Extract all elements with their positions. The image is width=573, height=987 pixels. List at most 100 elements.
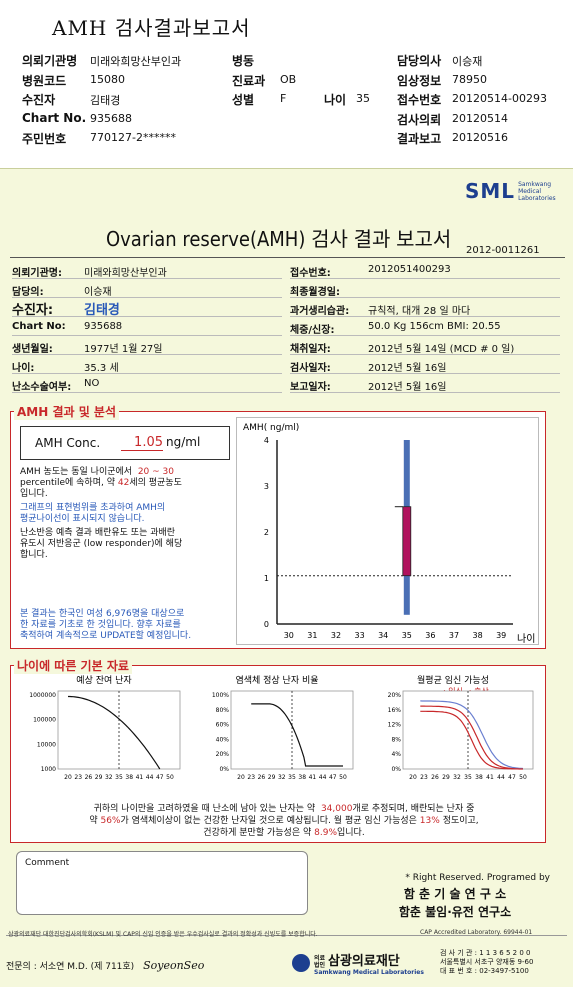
amh-conc-value: 1.05	[121, 435, 163, 451]
rights-block: * Right Reserved. Programed by 함 춘 기 술 연…	[360, 873, 550, 920]
s1b: 개로 추정되며, 배란되는 난자 중	[352, 804, 475, 814]
p3a: 난소반응 예측 결과 배란유도 또는 과배란	[20, 528, 176, 538]
mini-curve	[420, 710, 523, 770]
basic-section-title: 나이에 따른 기본 자료	[14, 657, 132, 674]
mini-y-tick: 0%	[391, 766, 401, 773]
amh-chart-box: AMH( ng/ml) 0 1 2 3 4 30 31 32 33 34 35 36 37 38 39 나이	[236, 417, 539, 645]
doctor-signature: SoyeonSeo	[143, 959, 205, 972]
mini-x-tick: 23	[247, 774, 255, 781]
mini-x-tick: 32	[105, 774, 113, 781]
header-value: 78950	[452, 72, 487, 86]
field-label: 체중/신장:	[290, 325, 335, 336]
rights-line3: 함춘 불임·유전 연구소	[398, 905, 512, 919]
header-value: 935688	[90, 111, 132, 125]
mini-plot-area	[57, 690, 181, 770]
amh-conc-label: AMH Conc.	[35, 436, 101, 450]
field-value: 935688	[84, 321, 123, 332]
header-label: 의뢰기관명	[22, 54, 78, 68]
mini-chart-2: 염색체 정상 난자 비율 100% 80% 60% 40% 20% 0% 20 23 26 29 32…	[193, 673, 361, 793]
header-label: 결과보고	[397, 132, 442, 146]
p1a: AMH 농도는 동일 나이군에서	[20, 467, 133, 477]
y-tick-label: 1	[264, 574, 269, 583]
mini-y-tick: 100000	[33, 717, 56, 724]
s3-pct: 8.9%	[314, 828, 337, 838]
mini-y-tick: 0%	[219, 766, 229, 773]
field-label: 접수번호:	[290, 268, 331, 279]
field-value: 김태경	[84, 303, 120, 318]
sample-field-row: 채취일자: 2012년 5월 14일 (MCD # 0 일)	[290, 337, 560, 355]
header-value: 20120514-00293	[452, 92, 547, 105]
mini-chart-title: 월평균 임신 가능성	[417, 674, 489, 686]
s2-preg: 13%	[419, 816, 440, 826]
header-label: Chart No.	[22, 110, 87, 125]
s1a: 귀하의 나이만을 고려하였을 때 난소에 남아 있는 난자는 약	[93, 804, 316, 814]
org-code: 검 사 기 관 : 1 1 3 6 5 2 0 0	[440, 949, 531, 957]
patient-field-row: 의뢰기관명: 미래와희망산부인과	[12, 261, 282, 279]
field-label: 수진자:	[12, 303, 54, 318]
p4c: 축적하여 계속적으로 UPDATE할 예정입니다.	[20, 631, 192, 641]
mini-x-tick: 41	[486, 774, 494, 781]
logo-sub1: Samkwang	[518, 180, 552, 188]
mini-x-tick: 44	[497, 774, 505, 781]
y-tick-label: 3	[264, 482, 269, 491]
s2b: 가 염색체이상이 없는 건강한 난자일 것으로 예상됩니다. 월 평균 임신 가…	[120, 816, 417, 826]
mini-x-tick: 35	[288, 774, 296, 781]
mini-x-tick: 47	[508, 774, 516, 781]
mini-x-tick: 50	[519, 774, 527, 781]
mini-x-tick: 35	[115, 774, 123, 781]
mini-x-tick: 23	[74, 774, 82, 781]
mini-x-tick: 47	[156, 774, 164, 781]
p4b: 한 자료를 기초로 한 것입니다. 향후 자료를	[20, 620, 181, 630]
y-tick-label: 0	[264, 620, 269, 629]
report-number: 2012-0011261	[466, 245, 540, 256]
mini-x-tick: 20	[64, 774, 72, 781]
org-tel: 대 표 번 호 : 02-3497-5100	[440, 967, 529, 975]
mini-curve	[251, 703, 343, 767]
mini-x-tick: 26	[85, 774, 93, 781]
field-value: 2012년 5월 16일	[368, 382, 447, 393]
amh-analysis-text: AMH 농도는 동일 나이군에서 20 ~ 30 percentile에 속하며…	[20, 467, 234, 561]
org-icon	[292, 954, 310, 972]
field-value: 이승재	[84, 287, 112, 298]
footer-cert: 삼광의료재단 대한진단검사의학회(KSLM) 및 CAP의 신임 인증을 받은 …	[8, 931, 318, 938]
y-tick-label: 4	[264, 436, 269, 445]
mini-chart-3: 월평균 임신 가능성--: 임신--: 출산20%16%12%8%4%0%202…	[365, 673, 541, 793]
header-label: 병동	[232, 54, 255, 68]
mini-plot-area	[402, 690, 534, 770]
mini-x-tick: 50	[339, 774, 347, 781]
header-value: 김태경	[90, 94, 121, 107]
mini-x-tick: 47	[329, 774, 337, 781]
amh-conc-box: AMH Conc. 1.05 ng/ml	[20, 426, 230, 460]
mini-x-tick: 44	[319, 774, 327, 781]
header-label: 임상정보	[397, 73, 442, 88]
s3a: 건강하게 분만할 가능성은 약	[203, 828, 312, 838]
header-value: 20120514	[452, 111, 508, 125]
field-label: Chart No:	[12, 321, 66, 332]
x-axis-label: 나이	[517, 633, 535, 644]
p1d: 입니다.	[20, 489, 48, 499]
field-label: 최종월경일:	[290, 287, 340, 298]
header-value: 15080	[90, 72, 125, 86]
mini-x-tick: 38	[125, 774, 133, 781]
field-label: 난소수술여부:	[12, 382, 72, 393]
field-value: 2012년 5월 16일	[368, 363, 447, 374]
footer-cap: CAP Accredited Laboratory. 69944-01	[420, 929, 533, 936]
field-value: 2012051400293	[368, 264, 451, 275]
header-title: AMH 검사결과보고서	[52, 16, 251, 40]
mini-x-tick: 50	[166, 774, 174, 781]
remaining-eggs-chart: 예상 잔여 난자 1000000 100000 10000 1000 20 23 26 29 32…	[29, 674, 181, 781]
header-value: 미래와희망산부인과	[90, 55, 182, 68]
p3c: 합니다.	[20, 550, 48, 560]
rights-line2: 함 춘 기 술 연 구 소	[403, 887, 507, 901]
org-name-en: Samkwang Medical Laboratories	[314, 969, 424, 976]
p1-range: 20 ~ 30	[137, 467, 174, 477]
comment-box[interactable]: Comment	[16, 851, 308, 915]
mini-x-tick: 23	[420, 774, 428, 781]
basic-summary: 귀하의 나이만을 고려하였을 때 난소에 남아 있는 난자는 약 34,000개…	[24, 803, 544, 839]
amh-section-title: AMH 결과 및 분석	[14, 403, 120, 420]
x-tick-label: 35	[402, 631, 412, 640]
patient-field-row: 수진자: 김태경	[12, 299, 282, 318]
mini-y-tick: 8%	[391, 736, 401, 743]
mini-y-tick: 60%	[216, 722, 230, 729]
